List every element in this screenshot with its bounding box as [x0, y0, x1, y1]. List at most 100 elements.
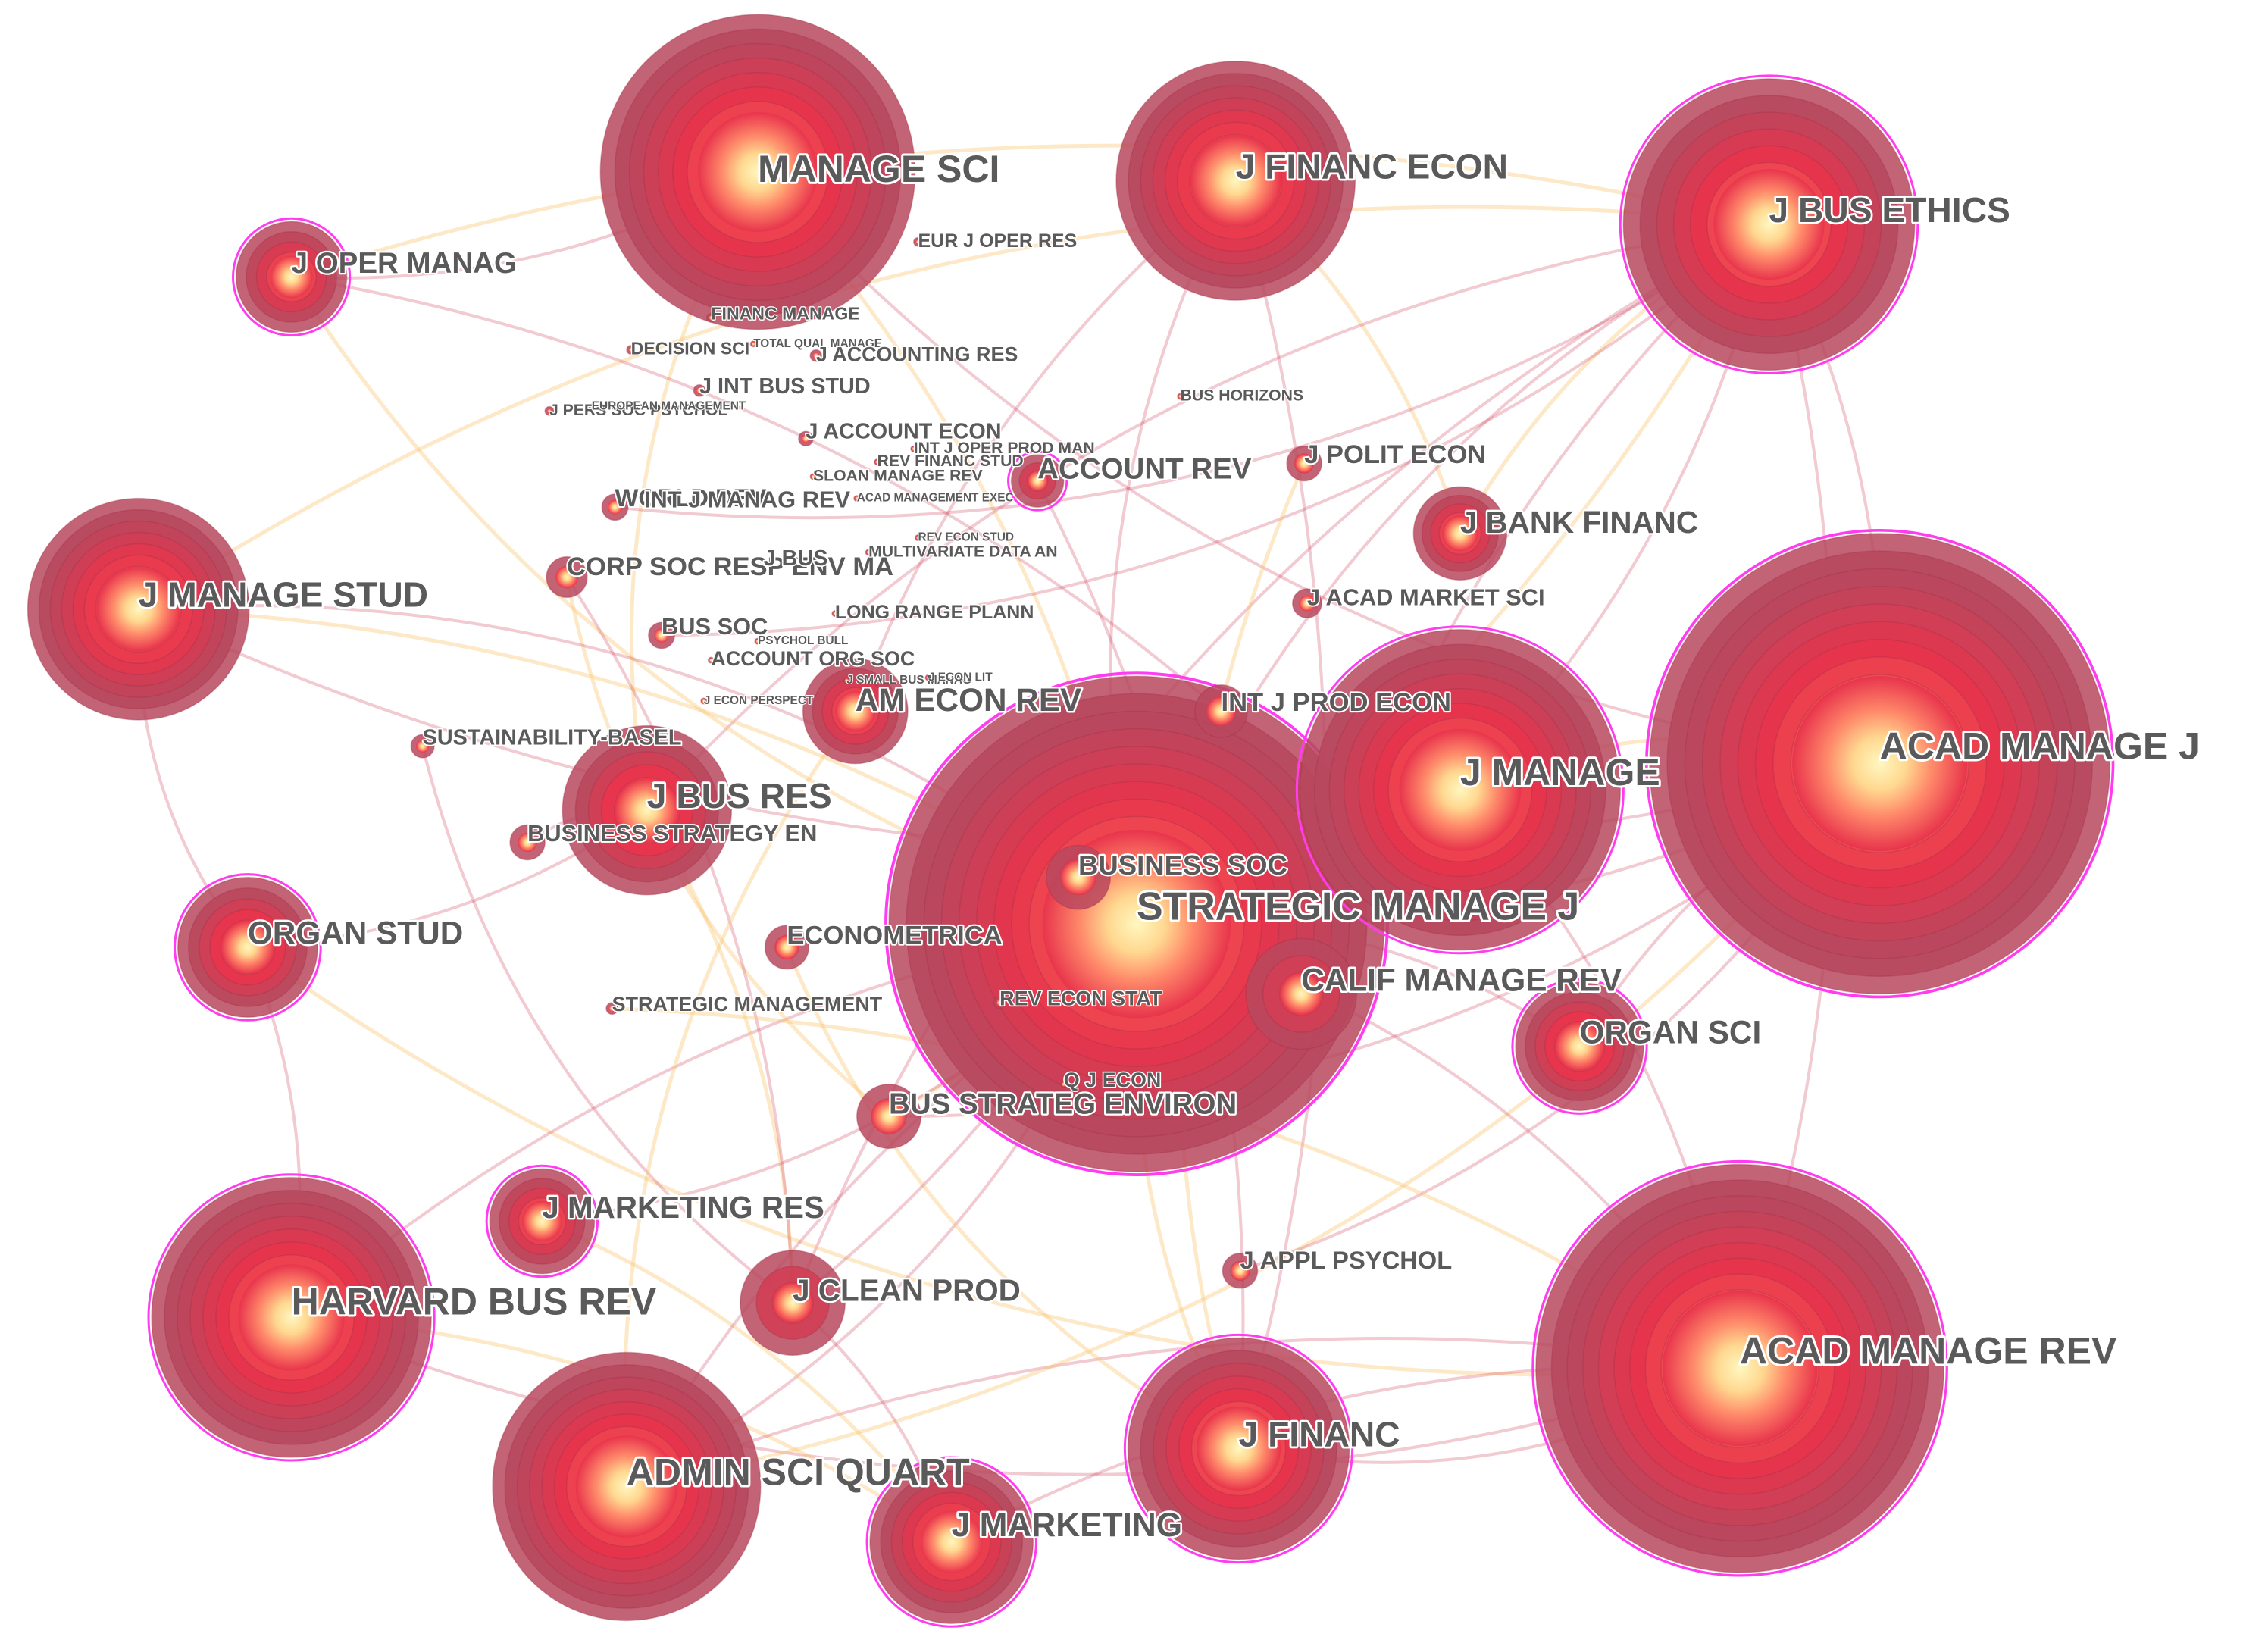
node-bus-soc[interactable]: [647, 621, 676, 649]
node-financ-manage[interactable]: [705, 312, 716, 323]
node-label-int-j-prod-econ: INT J PROD ECON: [1221, 688, 1451, 717]
burst-halo: [147, 1173, 436, 1462]
node-eur-j-oper-res[interactable]: [912, 236, 924, 247]
node-core: [628, 347, 633, 352]
node-j-econ-perspect[interactable]: [700, 697, 708, 705]
node-j-small-bus-manag[interactable]: [843, 677, 850, 684]
node-long-range-plann[interactable]: [831, 609, 839, 618]
node-core: [238, 1264, 345, 1371]
node-rev-financ-stud[interactable]: [874, 458, 881, 466]
node-label-econometrica: ECONOMETRICA: [787, 922, 1002, 950]
cocitation-link: [290, 143, 1770, 279]
node-j-marketing-res[interactable]: [485, 1164, 599, 1278]
node-j-manage-stud[interactable]: [27, 497, 250, 721]
node-am-econ-rev[interactable]: [802, 658, 909, 765]
node-label-strategic-manage-j: STRATEGIC MANAGE J: [1137, 884, 1579, 928]
node-label-calif-manage-rev: CALIF MANAGE REV: [1301, 962, 1622, 997]
node-j-bus-res[interactable]: [562, 724, 733, 896]
node-j-clean-prod[interactable]: [740, 1250, 846, 1357]
node-acad-management-exec[interactable]: [853, 495, 861, 502]
node-decision-sci[interactable]: [626, 345, 637, 355]
node-calif-manage-rev[interactable]: [1245, 937, 1358, 1050]
node-manage-sci[interactable]: [599, 14, 916, 330]
node-int-j-oper-prod-man[interactable]: [910, 445, 918, 452]
node-j-marketing[interactable]: [865, 1456, 1037, 1628]
cocitation-link: [646, 223, 1769, 812]
node-j-financ-econ[interactable]: [1115, 61, 1356, 301]
node-j-oper-manag[interactable]: [232, 217, 352, 336]
node-j-bus-ethics[interactable]: [1619, 74, 1919, 374]
cocitation-link: [246, 945, 1741, 1377]
node-rev-econ-stat[interactable]: [993, 996, 1006, 1009]
node-j-bank-financ[interactable]: [1412, 486, 1508, 581]
node-sustainability-basel[interactable]: [410, 734, 435, 759]
node-psychol-bull[interactable]: [754, 637, 762, 645]
node-j-accounting-res[interactable]: [809, 349, 823, 362]
burst-halo: [1619, 74, 1919, 374]
node-q-j-econ[interactable]: [1060, 1081, 1068, 1088]
node-rev-econ-stud[interactable]: [914, 534, 922, 542]
node-core: [1197, 1406, 1281, 1491]
node-label-bus-soc: BUS SOC: [662, 613, 768, 640]
node-strategic-manage-j[interactable]: [884, 671, 1389, 1177]
node-harvard-bus-rev[interactable]: [147, 1173, 436, 1462]
node-core: [866, 549, 871, 555]
node-j-perf-futur[interactable]: [544, 405, 555, 416]
node-core: [607, 499, 623, 515]
node-j-acad-market-sci[interactable]: [1291, 588, 1322, 619]
node-core: [555, 565, 578, 589]
node-account-rev[interactable]: [1007, 450, 1068, 512]
node-organ-stud[interactable]: [174, 873, 322, 1022]
node-world-dev[interactable]: [601, 493, 629, 521]
node-j-bus[interactable]: [760, 559, 768, 566]
node-label-j-perf-futur: J PERS SOC PSYCHOL: [549, 402, 728, 419]
node-label-j-econ-lit: J ECON LIT: [928, 671, 993, 684]
node-account-org-soc[interactable]: [707, 656, 715, 664]
node-j-account-econ[interactable]: [798, 430, 814, 447]
node-core: [1399, 728, 1522, 851]
node-label-financ-manage: FINANC MANAGE: [711, 303, 859, 323]
node-core: [546, 408, 552, 414]
node-core: [1713, 169, 1825, 280]
node-strategic-management[interactable]: [605, 1002, 619, 1016]
node-label-j-clean-prod: J CLEAN PROD: [793, 1272, 1021, 1307]
node-label-acad-manage-rev: ACAD MANAGE REV: [1740, 1330, 2117, 1372]
node-core: [996, 999, 1003, 1006]
node-core: [811, 474, 816, 479]
node-organ-sci[interactable]: [1511, 978, 1648, 1115]
node-label-organ-sci: ORGAN SCI: [1580, 1015, 1762, 1050]
node-label-organ-stud: ORGAN STUD: [248, 915, 463, 951]
node-acad-manage-j[interactable]: [1645, 528, 2115, 999]
node-bus-strateg-environ[interactable]: [856, 1083, 922, 1150]
node-admin-sci-quart[interactable]: [492, 1351, 762, 1622]
node-j-polit-econ[interactable]: [1286, 445, 1322, 482]
node-core: [654, 627, 669, 643]
burst-halo: [485, 1164, 599, 1278]
node-core: [575, 1435, 678, 1538]
node-multivariate-data-an[interactable]: [865, 549, 872, 556]
node-core: [844, 678, 849, 684]
node-bus-horizons[interactable]: [1177, 393, 1184, 400]
node-core: [221, 920, 274, 975]
node-corp-soc-resp-env-ma[interactable]: [546, 555, 588, 599]
node-j-financ[interactable]: [1123, 1333, 1354, 1564]
node-j-manage[interactable]: [1295, 625, 1625, 955]
cocitation-link: [615, 223, 1770, 520]
node-int-j-manag-rev[interactable]: [640, 497, 648, 505]
node-core: [772, 1282, 813, 1323]
node-label-int-j-manag-rev: INT J MANAG REV: [644, 487, 851, 513]
node-j-econ-lit[interactable]: [924, 674, 932, 681]
cocitation-link: [291, 275, 1222, 712]
node-total-qual-manage[interactable]: [749, 340, 757, 348]
node-j-appl-psychol[interactable]: [1222, 1253, 1259, 1289]
node-european-management[interactable]: [588, 402, 596, 411]
node-sloan-manage-rev[interactable]: [809, 473, 817, 480]
node-business-soc[interactable]: [1045, 844, 1112, 910]
node-int-j-prod-econ[interactable]: [1194, 684, 1248, 738]
node-j-int-bus-stud[interactable]: [693, 383, 706, 397]
node-econometrica[interactable]: [764, 925, 810, 970]
node-acad-manage-rev[interactable]: [1531, 1159, 1948, 1577]
node-business-strategy-en[interactable]: [509, 824, 546, 861]
node-core: [1060, 859, 1096, 895]
